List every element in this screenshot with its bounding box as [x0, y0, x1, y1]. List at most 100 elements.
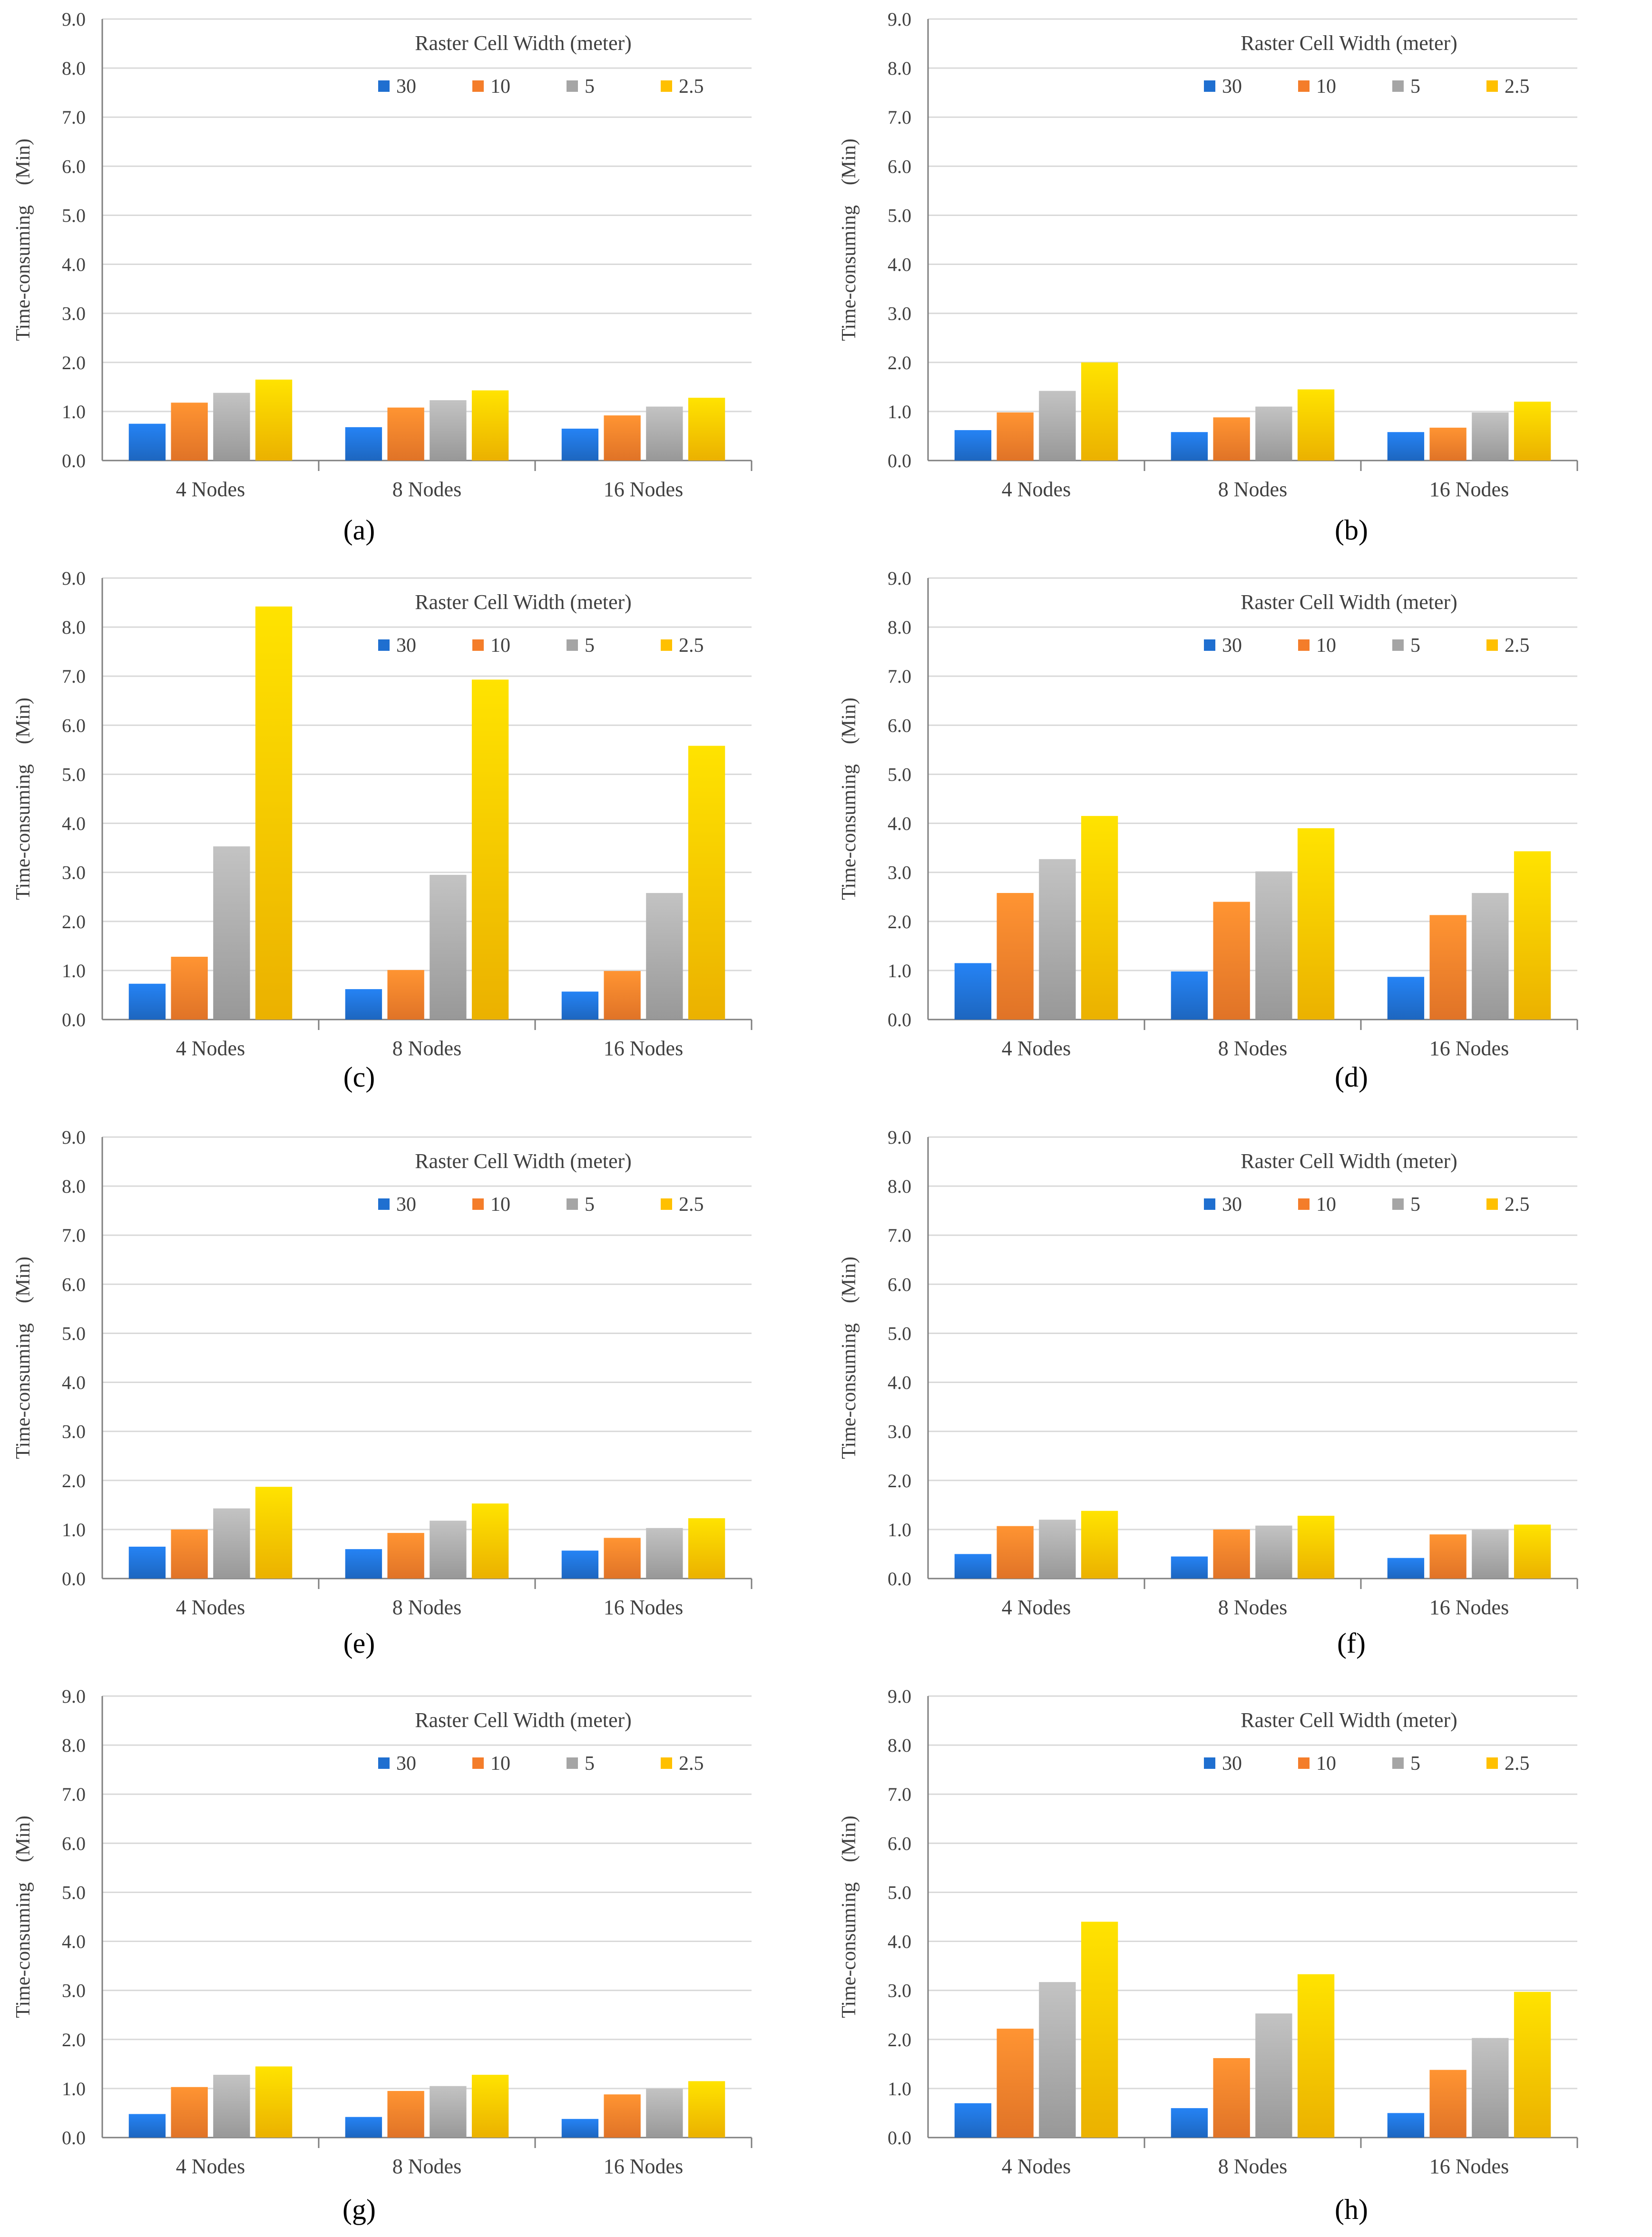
bar-30-1 — [954, 963, 992, 1020]
bar-10-1 — [997, 1526, 1034, 1579]
y-tick-label: 4.0 — [888, 254, 911, 275]
y-axis-title: Time-consuming (Min) — [838, 138, 860, 341]
bar-10-2 — [387, 407, 424, 461]
bar-5-3 — [1472, 893, 1509, 1020]
bar-2_5-2 — [1297, 389, 1335, 461]
y-tick-label: 2.0 — [888, 2029, 911, 2051]
chart-panel-e: 0.0 1.0 2.0 3.0 4.0 5.0 6.0 7.0 8.0 9.0 4 Nodes 8 N… — [0, 1118, 826, 1677]
bar-10-3 — [1429, 427, 1466, 461]
bar-30-2 — [1171, 432, 1208, 461]
y-tick-label: 8.0 — [62, 617, 86, 638]
y-tick-label: 0.0 — [62, 1009, 86, 1030]
x-tick-label: 8 Nodes — [392, 2155, 461, 2178]
x-tick-label: 16 Nodes — [1429, 2155, 1509, 2178]
y-tick-label: 9.0 — [62, 1127, 86, 1148]
bar-2_5-2 — [471, 679, 509, 1020]
y-tick-label: 1.0 — [888, 401, 911, 422]
legend-label: 30 — [1222, 76, 1242, 98]
y-tick-label: 2.0 — [62, 1470, 86, 1491]
bar-10-1 — [171, 957, 208, 1020]
y-tick-label: 4.0 — [62, 1931, 86, 1952]
bar-2_5-3 — [688, 398, 725, 461]
legend-title: Raster Cell Width (meter) — [415, 31, 632, 55]
panel-label-g: (g) — [342, 2194, 376, 2225]
bar-10-3 — [1429, 2070, 1466, 2138]
legend-label: 10 — [1316, 635, 1336, 657]
y-tick-label: 3.0 — [888, 862, 911, 883]
legend-swatch — [378, 639, 390, 651]
panel-label-e: (e) — [343, 1628, 375, 1659]
panel-label-d: (d) — [1335, 1061, 1368, 1093]
y-tick-label: 1.0 — [62, 2078, 86, 2100]
x-tick-label: 4 Nodes — [1002, 478, 1071, 501]
legend-swatch — [567, 1198, 578, 1210]
bar-2_5-1 — [1081, 1511, 1118, 1579]
x-tick-label: 4 Nodes — [176, 2155, 245, 2178]
legend-swatch — [567, 1757, 578, 1769]
bar-30-3 — [561, 991, 599, 1020]
bar-2_5-1 — [255, 606, 293, 1020]
legend-swatch — [1392, 1757, 1404, 1769]
bar-30-1 — [954, 430, 992, 461]
bar-10-2 — [1213, 902, 1250, 1020]
bar-5-3 — [646, 406, 683, 461]
bar-5-2 — [1255, 406, 1292, 461]
bar-10-2 — [1213, 1529, 1250, 1579]
bar-5-2 — [1255, 871, 1292, 1020]
bar-5-1 — [1039, 1520, 1076, 1579]
y-tick-label: 2.0 — [62, 352, 86, 373]
y-tick-label: 5.0 — [62, 764, 86, 785]
y-tick-label: 8.0 — [888, 1735, 911, 1756]
bar-30-1 — [128, 1546, 166, 1579]
bar-5-3 — [1472, 2038, 1509, 2138]
bar-chart-e: 0.0 1.0 2.0 3.0 4.0 5.0 6.0 7.0 8.0 9.0 4 Nodes 8 N… — [12, 1127, 753, 1619]
bar-10-3 — [1429, 1534, 1466, 1579]
bar-5-3 — [646, 893, 683, 1020]
y-tick-label: 9.0 — [888, 9, 911, 30]
legend-label: 5 — [585, 76, 595, 98]
bar-5-2 — [430, 2086, 467, 2138]
y-tick-label: 8.0 — [62, 1176, 86, 1197]
legend-swatch — [1486, 1198, 1498, 1210]
bar-30-2 — [1171, 971, 1208, 1020]
y-tick-label: 3.0 — [62, 303, 86, 324]
y-tick-label: 1.0 — [888, 1519, 911, 1540]
bar-chart-d: 0.0 1.0 2.0 3.0 4.0 5.0 6.0 7.0 8.0 9.0 4 Nodes 8 N… — [838, 568, 1578, 1060]
legend-label: 10 — [490, 76, 510, 98]
chart-panel-a: 0.0 1.0 2.0 3.0 4.0 5.0 6.0 7.0 8.0 9.0 4 Nodes 8 N… — [0, 0, 826, 559]
y-tick-label: 5.0 — [888, 764, 911, 785]
bar-chart-g: 0.0 1.0 2.0 3.0 4.0 5.0 6.0 7.0 8.0 9.0 4 Nodes 8 N… — [12, 1686, 753, 2178]
legend-label: 10 — [490, 1753, 510, 1775]
bar-10-3 — [604, 971, 641, 1020]
legend-swatch — [378, 80, 390, 92]
x-tick-label: 16 Nodes — [604, 1037, 683, 1060]
y-tick-label: 6.0 — [62, 1274, 86, 1295]
bar-2_5-2 — [1297, 1974, 1335, 2138]
legend-swatch — [1392, 1198, 1404, 1210]
legend-label: 5 — [585, 635, 595, 657]
legend-swatch — [472, 1198, 484, 1210]
bar-10-2 — [1213, 2058, 1250, 2138]
bar-10-1 — [171, 402, 208, 461]
bar-30-3 — [1387, 2113, 1425, 2138]
x-tick-label: 16 Nodes — [1429, 1037, 1509, 1060]
y-tick-label: 7.0 — [62, 107, 86, 128]
legend-swatch — [661, 1198, 672, 1210]
legend-swatch — [472, 80, 484, 92]
y-tick-label: 1.0 — [62, 1519, 86, 1540]
y-tick-label: 5.0 — [888, 1323, 911, 1344]
y-tick-label: 1.0 — [62, 960, 86, 981]
bar-30-1 — [128, 2114, 166, 2138]
bar-5-1 — [213, 392, 250, 461]
x-tick-label: 4 Nodes — [176, 1037, 245, 1060]
legend-label: 30 — [396, 1194, 416, 1216]
bar-30-2 — [345, 1549, 382, 1579]
x-tick-label: 4 Nodes — [1002, 1596, 1071, 1619]
bar-5-1 — [213, 1508, 250, 1579]
y-tick-label: 1.0 — [62, 401, 86, 422]
legend-label: 30 — [396, 1753, 416, 1775]
legend-label: 2.5 — [679, 76, 704, 98]
x-tick-label: 16 Nodes — [604, 478, 683, 501]
y-tick-label: 6.0 — [888, 715, 911, 736]
panel-label-a: (a) — [343, 514, 375, 546]
